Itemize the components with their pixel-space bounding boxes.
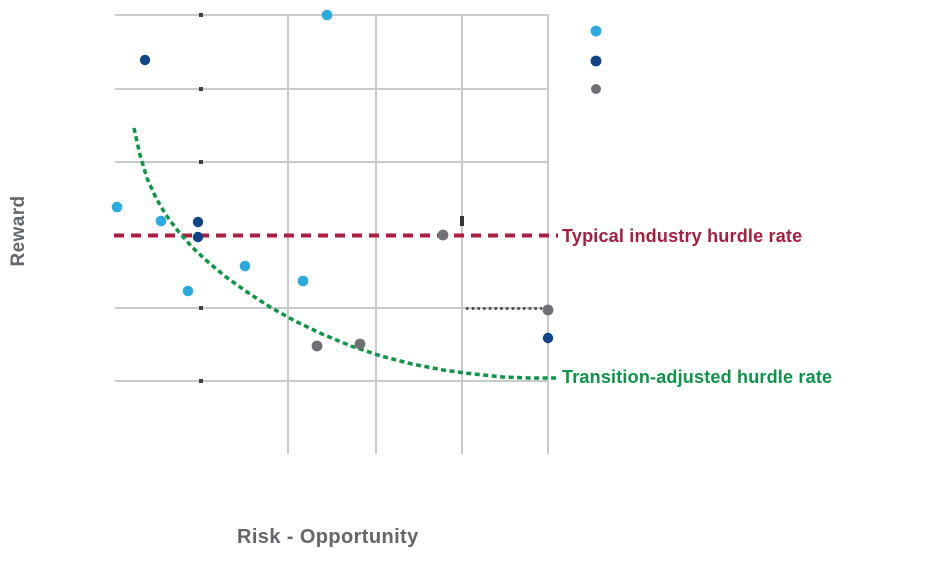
x-axis-label: Risk - Opportunity	[237, 526, 419, 548]
transition-adjusted-hurdle-rate-curve	[132, 127, 558, 380]
legend-dot	[590, 55, 602, 67]
data-point-dark-blue-points	[192, 231, 204, 243]
data-point-light-blue-points	[239, 260, 251, 272]
data-point-gray-points	[437, 229, 449, 241]
legend-dot	[591, 84, 601, 94]
data-point-light-blue-points	[155, 215, 167, 227]
typical-industry-hurdle-rate-label: Typical industry hurdle rate	[562, 226, 803, 246]
data-point-dark-blue-points	[139, 54, 151, 66]
data-point-light-blue-points	[297, 275, 309, 287]
data-point-light-blue-points	[111, 201, 123, 213]
legend-dot	[590, 25, 602, 37]
data-point-dark-blue-points	[192, 216, 204, 228]
y-axis-label: Reward	[8, 195, 29, 267]
data-point-gray-points	[542, 304, 554, 316]
data-point-light-blue-points	[182, 285, 194, 297]
data-point-gray-points	[311, 340, 323, 352]
data-point-light-blue-points	[321, 9, 333, 21]
transition-adjusted-hurdle-rate-label: Transition-adjusted hurdle rate	[562, 367, 833, 387]
data-point-dark-blue-points	[542, 332, 554, 344]
data-point-gray-points	[354, 338, 366, 350]
